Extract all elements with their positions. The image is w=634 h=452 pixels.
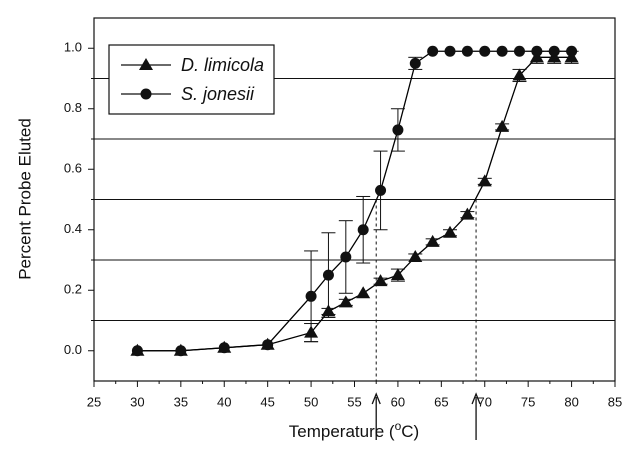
circle-point (427, 45, 439, 57)
y-tick-label: 0.6 (64, 161, 82, 176)
triangle-point (390, 268, 405, 281)
x-tick-label: 60 (391, 394, 405, 409)
circle-point (340, 251, 352, 263)
x-tick-label: 40 (217, 394, 231, 409)
triangle-point (425, 234, 440, 247)
circle-point (566, 45, 578, 57)
x-tick-label: 45 (260, 394, 274, 409)
x-tick-label: 30 (130, 394, 144, 409)
circle-point (461, 45, 473, 57)
triangle-point (356, 286, 371, 299)
y-axis-label: Percent Probe Eluted (15, 118, 34, 280)
x-axis-label: Temperature (oC) (289, 419, 419, 441)
x-tick-label: 35 (174, 394, 188, 409)
triangle-point (373, 274, 388, 287)
circle-point (262, 339, 274, 351)
circle-point (444, 45, 456, 57)
triangle-point (408, 249, 423, 262)
legend-triangle-marker (139, 58, 153, 70)
triangle-point (477, 174, 492, 187)
legend-label-1: D. limicola (181, 55, 264, 75)
legend-circle-marker (140, 88, 152, 100)
circle-point (131, 345, 143, 357)
y-tick-label: 1.0 (64, 40, 82, 55)
circle-point (392, 124, 404, 136)
circle-point (531, 45, 543, 57)
triangle-point (495, 119, 510, 132)
circle-point (548, 45, 560, 57)
circle-point (479, 45, 491, 57)
legend-box (108, 44, 275, 115)
x-tick-label: 75 (521, 394, 535, 409)
y-tick-label: 0.2 (64, 282, 82, 297)
circle-point (175, 345, 187, 357)
circle-point (513, 45, 525, 57)
arrow-head (371, 392, 381, 405)
y-tick-label: 0.4 (64, 221, 82, 236)
x-tick-label: 25 (87, 394, 101, 409)
y-tick-label: 0.0 (64, 342, 82, 357)
circle-point (322, 269, 334, 281)
series-line-1 (137, 56, 572, 352)
triangle-point (338, 295, 353, 308)
legend-label-2: S. jonesii (181, 84, 255, 104)
circle-point (409, 57, 421, 69)
x-tick-label: 85 (608, 394, 622, 409)
circle-point (305, 290, 317, 302)
triangle-point (443, 225, 458, 238)
y-tick-label: 0.8 (64, 100, 82, 115)
x-tick-label: 50 (304, 394, 318, 409)
circle-point (218, 342, 230, 354)
circle-point (375, 184, 387, 196)
circle-point (357, 224, 369, 236)
x-tick-label: 65 (434, 394, 448, 409)
triangle-point (512, 68, 527, 81)
x-tick-label: 80 (564, 394, 578, 409)
x-tick-label: 70 (478, 394, 492, 409)
triangle-point (460, 207, 475, 220)
circle-point (496, 45, 508, 57)
x-tick-label: 55 (347, 394, 361, 409)
arrow-head (471, 392, 481, 405)
